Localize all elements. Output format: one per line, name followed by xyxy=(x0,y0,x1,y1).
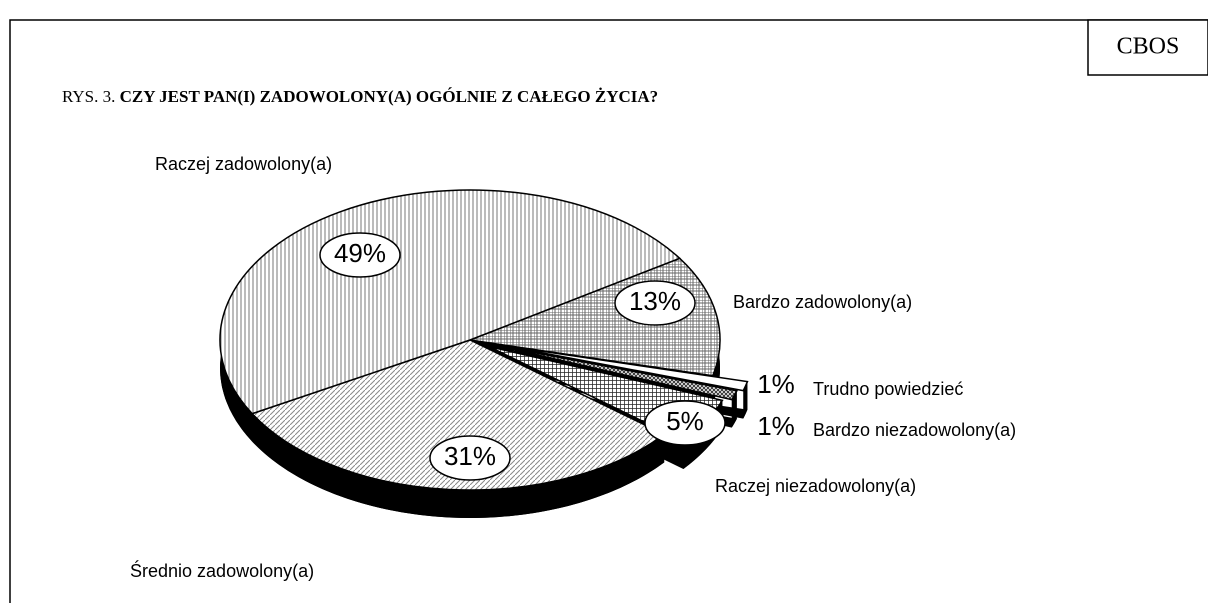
pie-slice xyxy=(498,345,739,401)
value-label: 5% xyxy=(666,406,704,436)
pie-slice xyxy=(250,339,666,491)
value-label: 1% xyxy=(757,411,795,441)
figure-label: RYS. 3. xyxy=(62,87,115,106)
value-label: 31% xyxy=(444,441,496,471)
value-label-bubble xyxy=(614,280,696,326)
chart-title: CZY JEST PAN(I) ZADOWOLONY(A) OGÓLNIE Z … xyxy=(120,87,659,106)
category-label: Bardzo niezadowolony(a) xyxy=(813,420,1016,440)
source-box xyxy=(1087,19,1208,76)
value-label: 1% xyxy=(757,369,795,399)
pie-slice-side xyxy=(731,390,737,428)
category-label: Raczej niezadowolony(a) xyxy=(715,476,916,496)
title: RYS. 3. CZY JEST PAN(I) ZADOWOLONY(A) OG… xyxy=(62,87,658,106)
pie-slice-side xyxy=(252,413,665,518)
value-label: 49% xyxy=(334,238,386,268)
source: CBOS xyxy=(1117,34,1180,60)
value-label-bubble xyxy=(644,400,726,446)
value-label: 13% xyxy=(629,286,681,316)
pie-slice xyxy=(504,345,749,392)
category-label: Raczej zadowolony(a) xyxy=(155,154,332,174)
category-label: Średnio zadowolony(a) xyxy=(130,560,314,581)
frame xyxy=(9,19,1208,603)
category-label: Trudno powiedzieć xyxy=(813,379,963,399)
value-label-bubble xyxy=(429,435,511,481)
category-label: Bardzo zadowolony(a) xyxy=(733,292,912,312)
pie-slice-side xyxy=(743,381,748,419)
value-label-bubble xyxy=(319,232,401,278)
